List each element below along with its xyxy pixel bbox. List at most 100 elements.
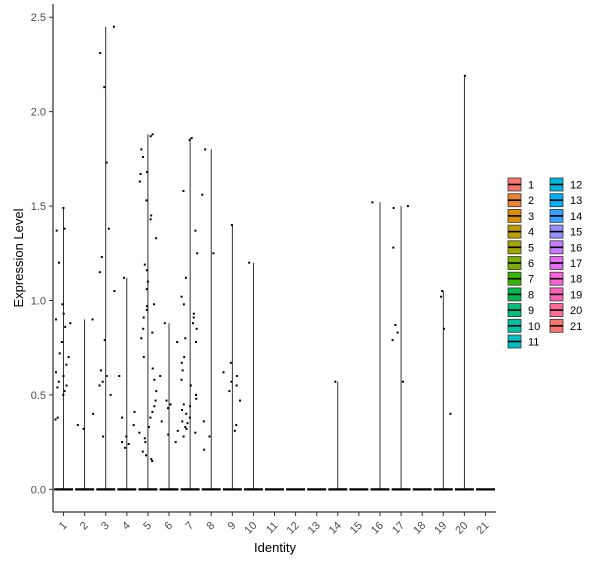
data-point <box>208 435 211 438</box>
data-point <box>184 276 187 279</box>
data-point <box>233 429 236 432</box>
data-point <box>334 380 337 383</box>
data-point <box>188 416 191 419</box>
x-tick-label: 16 <box>369 520 386 537</box>
x-tick-label: 6 <box>162 520 175 533</box>
x-tick-label: 2 <box>78 520 91 533</box>
data-point <box>121 416 124 419</box>
data-point <box>248 261 251 264</box>
data-point <box>112 25 115 28</box>
legend-label: 20 <box>570 305 582 317</box>
data-point <box>169 403 172 406</box>
data-point <box>392 207 395 209</box>
legend-item-13: 13 <box>549 193 582 207</box>
data-point <box>145 199 148 202</box>
x-tick-label: 11 <box>264 520 281 537</box>
data-point <box>195 393 197 396</box>
data-point <box>125 435 128 438</box>
data-point <box>99 52 102 55</box>
data-point <box>204 148 207 151</box>
legend-item-17: 17 <box>549 256 582 270</box>
legend-item-8: 8 <box>507 287 534 301</box>
legend-item-5: 5 <box>507 240 534 254</box>
data-point <box>181 369 184 372</box>
x-tick-label: 17 <box>390 520 407 537</box>
legend-item-3: 3 <box>507 208 534 223</box>
data-point <box>184 337 187 340</box>
data-point <box>182 190 185 192</box>
x-tick-label: 4 <box>120 520 133 533</box>
plot-area <box>54 25 495 491</box>
y-tick-label: 2.5 <box>31 12 46 24</box>
violin-group-6 <box>159 322 179 491</box>
data-point <box>441 290 444 292</box>
legend-label: 5 <box>528 242 534 254</box>
data-point <box>57 380 60 383</box>
data-point <box>65 384 68 387</box>
data-point <box>103 86 106 89</box>
legend-item-10: 10 <box>507 318 540 333</box>
y-axis-title: Expression Level <box>11 208 26 307</box>
x-tick-label: 21 <box>474 520 491 537</box>
data-point <box>54 418 57 421</box>
data-point <box>153 378 156 381</box>
legend-item-1: 1 <box>507 177 534 192</box>
legend-label: 13 <box>570 195 582 207</box>
legend-item-15: 15 <box>549 224 582 239</box>
data-point <box>102 435 105 438</box>
data-point <box>58 352 61 355</box>
data-point <box>146 280 149 283</box>
legend-label: 21 <box>570 321 582 333</box>
legend-label: 14 <box>570 211 582 223</box>
data-point <box>154 399 157 402</box>
data-point <box>138 180 141 183</box>
legend-label: 19 <box>570 289 582 301</box>
data-point <box>143 263 146 266</box>
data-point <box>235 424 238 427</box>
data-point <box>118 375 121 377</box>
data-point <box>69 322 72 325</box>
data-point <box>150 458 153 461</box>
x-tick-label: 10 <box>242 520 259 537</box>
legend-label: 1 <box>528 180 534 192</box>
x-tick-label: 13 <box>306 520 323 537</box>
data-point <box>182 403 185 406</box>
data-point <box>449 412 452 415</box>
legend-label: 11 <box>528 337 539 349</box>
data-point <box>195 341 197 343</box>
axes <box>52 4 496 513</box>
data-point <box>143 437 146 440</box>
data-point <box>103 339 106 342</box>
x-tick-label: 12 <box>285 520 302 537</box>
data-point <box>165 399 168 402</box>
data-point <box>195 327 198 330</box>
data-point <box>149 218 152 221</box>
x-tick-label: 20 <box>453 520 470 537</box>
violin-group-2 <box>75 318 95 491</box>
x-tick-label: 5 <box>141 520 154 533</box>
data-point <box>239 399 241 402</box>
data-point <box>139 173 142 175</box>
data-point <box>132 424 135 427</box>
data-point <box>202 420 205 423</box>
x-tick-label: 14 <box>327 520 344 537</box>
data-point <box>145 454 147 457</box>
data-point <box>222 371 225 374</box>
data-point <box>391 339 394 342</box>
x-tick-label: 15 <box>348 520 365 537</box>
legend-item-19: 19 <box>549 287 582 301</box>
violin-group-7 <box>180 137 200 491</box>
legend-label: 17 <box>570 258 582 270</box>
data-point <box>64 325 67 328</box>
data-point <box>176 429 179 432</box>
data-point <box>62 393 65 396</box>
data-point <box>167 433 170 436</box>
data-point <box>107 227 110 230</box>
legend-item-4: 4 <box>507 224 534 239</box>
violin-group-17 <box>391 205 411 491</box>
data-point <box>105 161 108 164</box>
data-point <box>145 308 148 311</box>
y-tick-label: 0.5 <box>31 390 46 402</box>
data-point <box>65 363 68 366</box>
